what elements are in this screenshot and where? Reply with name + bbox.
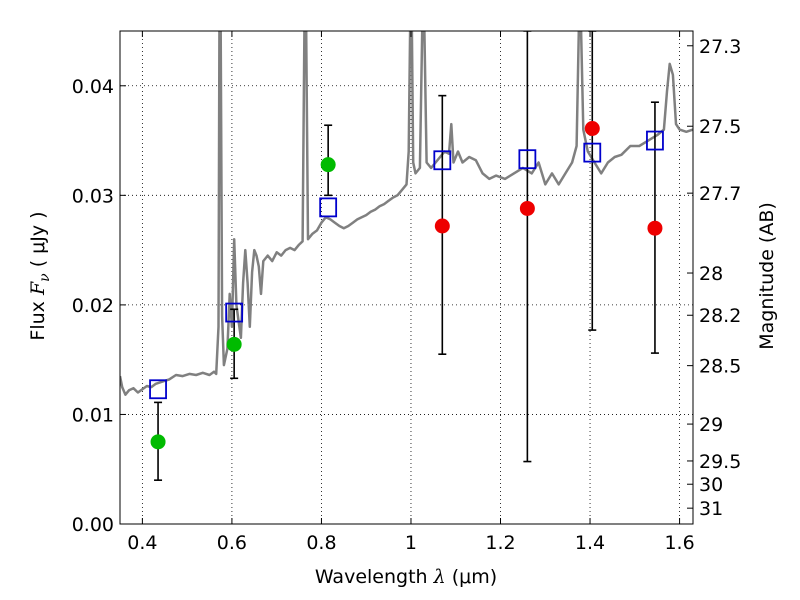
model-square [319,197,338,218]
upper-limit-point [647,220,663,236]
y-axis-label-prefix: Flux [27,295,49,341]
x-tick-label: 1.6 [664,532,694,554]
x-axis-label-prefix: Wavelength [315,566,434,588]
y-axis-right-label: Magnitude (AB) [756,202,778,350]
x-axis-label-unit: (μm) [446,566,497,588]
right-tick-label: 28.2 [699,305,741,327]
y-axis-label-unit: ( μJy ) [27,211,49,273]
plot-data [120,31,693,481]
plot-frame [119,30,694,525]
x-tick-label: 1.2 [485,532,515,554]
y-tick-label: 0.02 [72,295,114,317]
spectrum-line [120,31,693,396]
y-tick-label: 0.00 [72,514,114,536]
y-axis-label: Flux Fν ( μJy ) [27,211,53,340]
detection-point [320,157,336,173]
model-square [518,149,537,170]
x-tick-label: 1 [405,532,417,554]
x-tick-label: 0.4 [127,532,157,554]
upper-limit-point [434,218,450,234]
model-square [433,150,452,171]
right-tick-label: 29.5 [699,451,741,473]
clipped-series [120,31,693,481]
right-tick-label: 27.7 [699,183,741,205]
x-tick-label: 0.8 [306,532,336,554]
x-axis-label-symbol: λ [433,566,446,588]
y-axis-label-symbol: F [27,281,49,296]
model-square [646,130,664,151]
y-axis-label-subscript: ν [37,273,53,282]
y-tick-label: 0.04 [72,76,114,98]
x-tick-label: 0.6 [217,532,247,554]
right-tick-label: 27.5 [699,116,741,138]
right-tick-label: 28.5 [699,356,741,378]
right-tick-label: 31 [699,498,723,520]
right-tick-label: 28 [699,263,723,285]
upper-limit-point [584,121,600,137]
model-square [149,379,167,400]
model-square [225,302,244,323]
upper-limit-point [519,200,535,216]
y-tick-label: 0.01 [72,404,114,426]
axis-ticks: 0.4 0.6 0.8 1 1.2 1.4 1.6 0.00 0.01 0.02 0.03 0.04 2… [72,31,741,554]
detection-point [226,336,242,352]
right-tick-label: 27.3 [699,36,741,58]
model-square [583,142,602,163]
right-tick-label: 30 [699,474,723,496]
y-tick-label: 0.03 [72,185,114,207]
x-tick-label: 1.4 [575,532,605,554]
right-tick-label: 29 [699,414,723,436]
detection-point [150,434,166,450]
x-axis-label: Wavelength λ (μm) [315,566,497,588]
